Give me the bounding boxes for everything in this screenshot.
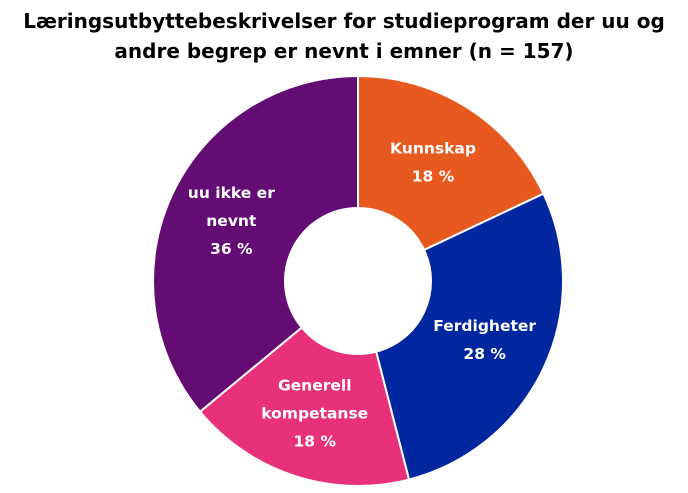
donut-slices xyxy=(152,74,564,487)
donut-slice-1 xyxy=(357,74,545,252)
donut-slice-4 xyxy=(152,74,359,414)
slice-category-label-2: Ferdigheter xyxy=(433,317,536,335)
slice-category-label-3: Generell xyxy=(278,377,352,395)
slice-category-label-3: kompetanse xyxy=(261,405,368,423)
slice-category-label-1: Kunnskap xyxy=(390,139,476,157)
chart-title-line-2: andre begrep er nevnt i emner (n = 157) xyxy=(114,39,574,63)
donut-slice-3 xyxy=(198,326,411,487)
chart-title-line-1: Læringsutbyttebeskrivelser for studiepro… xyxy=(23,9,665,33)
slice-value-label-1: 18 % xyxy=(412,167,455,185)
slice-value-label-4: 36 % xyxy=(210,240,253,258)
slice-value-label-2: 28 % xyxy=(463,345,506,363)
chart-title: Læringsutbyttebeskrivelser for studiepro… xyxy=(0,6,688,66)
slice-category-label-4: nevnt xyxy=(206,212,257,230)
donut-slice-2 xyxy=(374,192,564,481)
donut-labels: Kunnskap 18 % Ferdigheter 28 % Generell kompe… xyxy=(188,139,537,450)
slice-value-label-3: 18 % xyxy=(293,433,336,451)
slice-category-label-4: uu ikke er xyxy=(188,184,275,202)
